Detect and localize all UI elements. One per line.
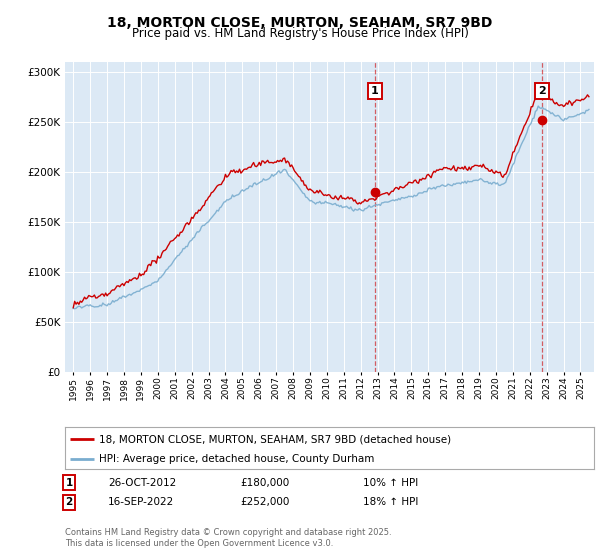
Text: 2: 2 (65, 497, 73, 507)
Text: 1: 1 (371, 86, 379, 96)
Text: Contains HM Land Registry data © Crown copyright and database right 2025.
This d: Contains HM Land Registry data © Crown c… (65, 528, 391, 548)
Text: HPI: Average price, detached house, County Durham: HPI: Average price, detached house, Coun… (99, 454, 374, 464)
Text: 18% ↑ HPI: 18% ↑ HPI (363, 497, 418, 507)
Text: 26-OCT-2012: 26-OCT-2012 (108, 478, 176, 488)
Text: £252,000: £252,000 (240, 497, 289, 507)
Text: 10% ↑ HPI: 10% ↑ HPI (363, 478, 418, 488)
Text: 2: 2 (538, 86, 545, 96)
Text: £180,000: £180,000 (240, 478, 289, 488)
Text: 16-SEP-2022: 16-SEP-2022 (108, 497, 174, 507)
Text: 18, MORTON CLOSE, MURTON, SEAHAM, SR7 9BD: 18, MORTON CLOSE, MURTON, SEAHAM, SR7 9B… (107, 16, 493, 30)
Text: 18, MORTON CLOSE, MURTON, SEAHAM, SR7 9BD (detached house): 18, MORTON CLOSE, MURTON, SEAHAM, SR7 9B… (99, 434, 451, 444)
Text: 1: 1 (65, 478, 73, 488)
Text: Price paid vs. HM Land Registry's House Price Index (HPI): Price paid vs. HM Land Registry's House … (131, 27, 469, 40)
